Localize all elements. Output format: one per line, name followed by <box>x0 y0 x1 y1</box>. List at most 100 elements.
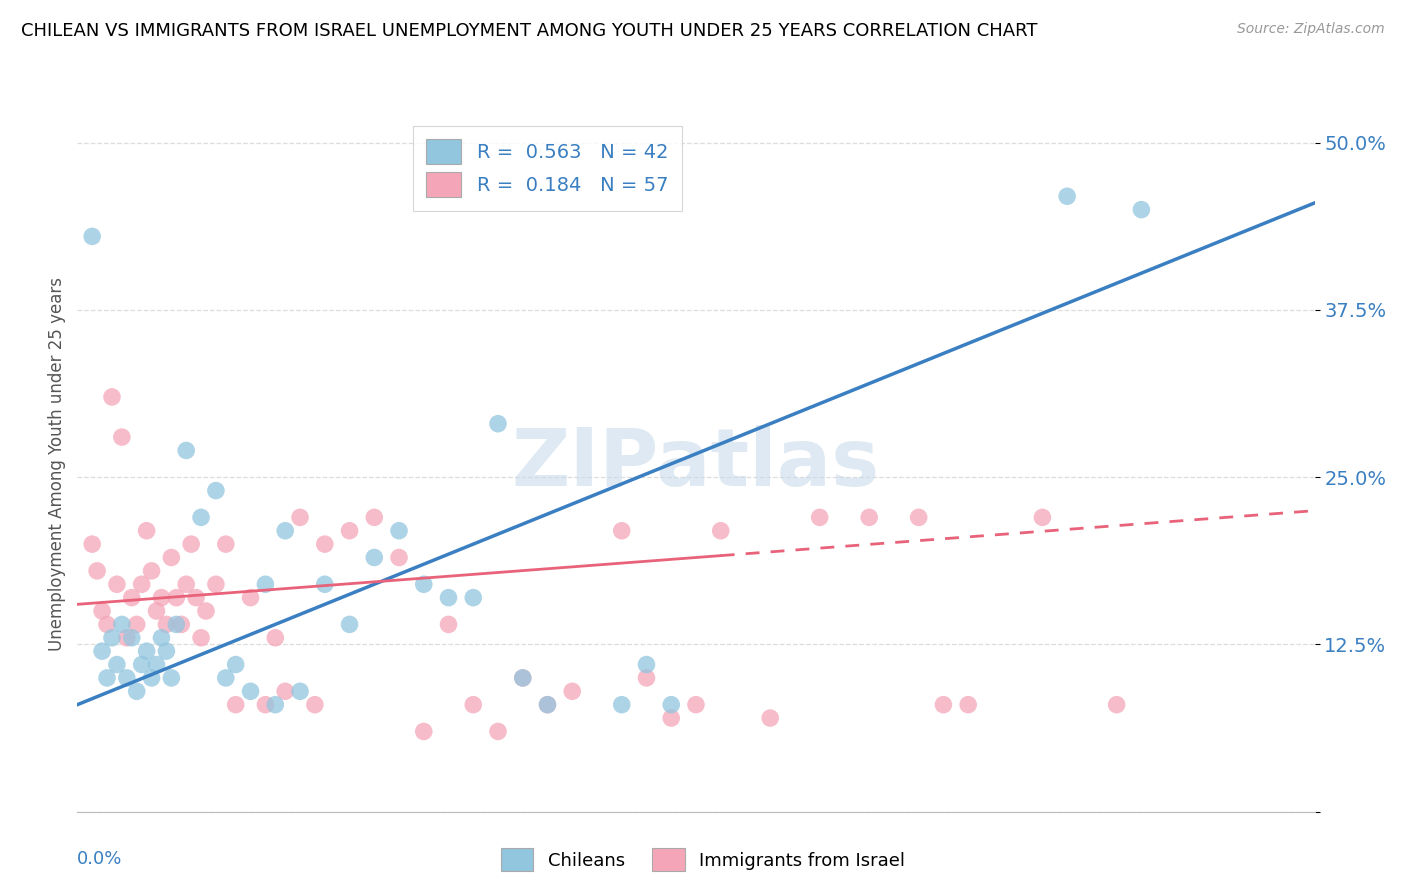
Y-axis label: Unemployment Among Youth under 25 years: Unemployment Among Youth under 25 years <box>48 277 66 651</box>
Point <box>274 524 297 538</box>
Point <box>96 671 118 685</box>
Point <box>264 698 287 712</box>
Point <box>141 671 163 685</box>
Point <box>86 564 108 578</box>
Point <box>254 698 277 712</box>
Text: CHILEAN VS IMMIGRANTS FROM ISRAEL UNEMPLOYMENT AMONG YOUTH UNDER 25 YEARS CORREL: CHILEAN VS IMMIGRANTS FROM ISRAEL UNEMPL… <box>21 22 1038 40</box>
Point <box>254 577 277 591</box>
Point <box>165 617 187 632</box>
Point <box>101 631 124 645</box>
Point <box>486 417 509 431</box>
Point <box>141 564 163 578</box>
Point <box>1031 510 1053 524</box>
Point <box>160 550 183 565</box>
Point <box>225 657 247 672</box>
Point <box>155 644 177 658</box>
Point <box>907 510 929 524</box>
Point <box>363 550 385 565</box>
Point <box>150 591 173 605</box>
Point <box>135 524 157 538</box>
Point <box>145 657 167 672</box>
Point <box>274 684 297 698</box>
Point <box>288 684 311 698</box>
Point <box>659 698 682 712</box>
Point <box>155 617 177 632</box>
Point <box>105 577 128 591</box>
Point <box>174 443 197 458</box>
Point <box>759 711 782 725</box>
Point <box>125 684 148 698</box>
Text: Source: ZipAtlas.com: Source: ZipAtlas.com <box>1237 22 1385 37</box>
Point <box>115 631 138 645</box>
Point <box>561 684 583 698</box>
Point <box>215 537 238 551</box>
Point <box>96 617 118 632</box>
Point <box>437 617 460 632</box>
Point <box>339 617 361 632</box>
Point <box>135 644 157 658</box>
Point <box>180 537 202 551</box>
Point <box>636 657 658 672</box>
Point <box>932 698 955 712</box>
Point <box>82 537 104 551</box>
Point <box>512 671 534 685</box>
Point <box>1105 698 1128 712</box>
Point <box>150 631 173 645</box>
Point <box>388 524 411 538</box>
Point <box>610 698 633 712</box>
Point <box>91 644 114 658</box>
Point <box>165 591 187 605</box>
Point <box>957 698 980 712</box>
Point <box>710 524 733 538</box>
Point <box>131 657 153 672</box>
Point <box>205 483 228 498</box>
Point <box>486 724 509 739</box>
Point <box>125 617 148 632</box>
Point <box>121 631 143 645</box>
Point <box>105 657 128 672</box>
Point <box>82 229 104 244</box>
Point <box>215 671 238 685</box>
Point <box>858 510 880 524</box>
Point <box>91 604 114 618</box>
Point <box>412 577 434 591</box>
Point <box>111 430 134 444</box>
Point <box>610 524 633 538</box>
Legend: R =  0.563   N = 42, R =  0.184   N = 57: R = 0.563 N = 42, R = 0.184 N = 57 <box>413 126 682 211</box>
Text: ZIPatlas: ZIPatlas <box>512 425 880 503</box>
Point <box>170 617 193 632</box>
Point <box>195 604 218 618</box>
Point <box>115 671 138 685</box>
Point <box>190 510 212 524</box>
Point <box>536 698 558 712</box>
Point <box>239 591 262 605</box>
Point <box>1130 202 1153 217</box>
Point <box>512 671 534 685</box>
Point <box>685 698 707 712</box>
Point <box>363 510 385 524</box>
Point <box>111 617 134 632</box>
Point <box>160 671 183 685</box>
Point <box>121 591 143 605</box>
Point <box>314 577 336 591</box>
Point <box>412 724 434 739</box>
Point <box>314 537 336 551</box>
Text: 0.0%: 0.0% <box>77 850 122 868</box>
Point <box>536 698 558 712</box>
Point <box>437 591 460 605</box>
Point <box>239 684 262 698</box>
Point <box>339 524 361 538</box>
Point <box>264 631 287 645</box>
Point <box>205 577 228 591</box>
Point <box>184 591 207 605</box>
Point <box>463 698 485 712</box>
Point <box>145 604 167 618</box>
Point <box>659 711 682 725</box>
Point <box>636 671 658 685</box>
Point <box>288 510 311 524</box>
Point <box>388 550 411 565</box>
Point <box>808 510 831 524</box>
Point <box>131 577 153 591</box>
Point <box>225 698 247 712</box>
Legend: Chileans, Immigrants from Israel: Chileans, Immigrants from Israel <box>494 841 912 879</box>
